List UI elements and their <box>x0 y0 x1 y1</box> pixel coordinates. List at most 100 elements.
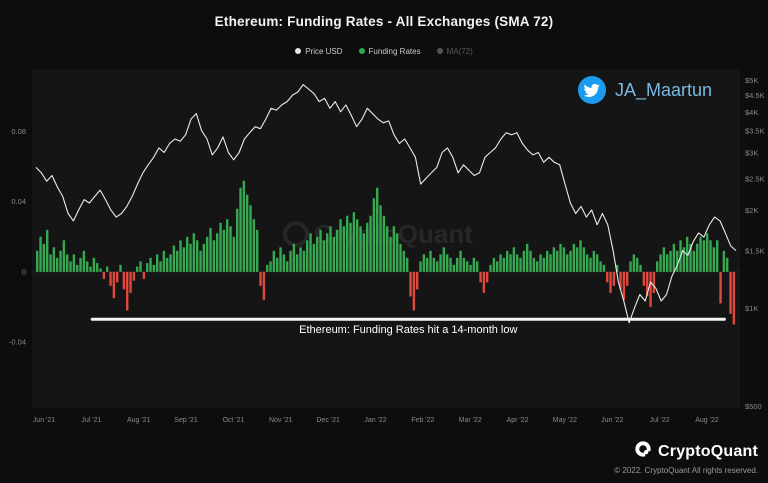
funding-bar <box>139 261 142 272</box>
legend-item-ma-72-[interactable]: MA(72) <box>436 47 473 56</box>
funding-bar <box>46 229 49 272</box>
funding-bar <box>326 233 329 272</box>
funding-bar <box>346 215 349 272</box>
funding-bar <box>642 271 646 286</box>
funding-bar <box>692 250 696 272</box>
funding-bar <box>459 250 462 272</box>
funding-bar <box>152 264 156 272</box>
funding-bar <box>416 271 419 290</box>
funding-bar <box>89 266 92 272</box>
funding-bar <box>576 247 579 272</box>
x-axis-tick: Jun '21 <box>33 417 55 424</box>
left-axis-tick: 0.08 <box>11 127 26 136</box>
funding-bar <box>319 229 322 272</box>
funding-bar <box>212 240 216 272</box>
funding-bar <box>339 219 342 272</box>
funding-bar <box>659 254 662 272</box>
funding-bar <box>406 257 409 272</box>
funding-bar <box>242 180 246 272</box>
funding-bar <box>379 205 382 272</box>
funding-bar <box>162 250 166 272</box>
funding-bar <box>252 219 256 272</box>
funding-bar <box>116 271 119 283</box>
funding-bar <box>382 215 386 272</box>
funding-bar <box>186 236 189 272</box>
twitter-badge[interactable]: JA_Maartun <box>577 76 712 104</box>
price-line <box>35 84 737 324</box>
funding-bar <box>446 254 449 272</box>
funding-bar <box>229 226 232 272</box>
funding-bar <box>296 254 299 272</box>
funding-bar <box>512 247 516 272</box>
funding-bar <box>39 236 42 272</box>
chart-area[interactable]: CryptoQuant Ethereum: Funding Rates hit a… <box>0 64 768 446</box>
funding-bar <box>602 264 606 272</box>
funding-bar <box>616 264 619 272</box>
funding-bar <box>429 250 432 272</box>
funding-bar <box>666 254 669 272</box>
funding-bar <box>696 243 699 272</box>
funding-rate-bars <box>36 180 736 325</box>
funding-bar <box>196 240 199 272</box>
legend-item-price-usd[interactable]: Price USD <box>295 47 343 56</box>
funding-bar <box>439 254 442 272</box>
funding-bar <box>352 212 356 272</box>
funding-bar <box>236 208 239 272</box>
funding-bar <box>456 257 459 272</box>
funding-bar <box>472 257 476 272</box>
funding-bar <box>402 250 406 272</box>
funding-bar <box>299 247 302 272</box>
funding-bar <box>259 271 262 286</box>
right-axis-tick: $1.5K <box>745 247 765 256</box>
funding-bar <box>452 264 456 272</box>
chart-title: Ethereum: Funding Rates - All Exchanges … <box>214 14 554 29</box>
funding-bar <box>596 254 599 272</box>
funding-bar <box>126 271 129 311</box>
funding-bar <box>292 243 296 272</box>
funding-bar <box>316 236 319 272</box>
funding-bar <box>719 271 722 304</box>
funding-bar <box>412 271 416 311</box>
right-axis-tick: $3K <box>745 149 758 158</box>
funding-bar <box>419 261 422 272</box>
funding-bar <box>272 250 276 272</box>
funding-bar <box>59 250 62 272</box>
right-axis-tick: $5K <box>745 76 758 85</box>
funding-bar <box>726 257 729 272</box>
legend-dot-icon <box>436 48 443 54</box>
funding-bar <box>56 257 59 272</box>
funding-bar <box>632 254 636 272</box>
funding-bar <box>149 257 152 272</box>
funding-bar <box>106 266 109 272</box>
funding-bar <box>639 264 642 272</box>
funding-bar <box>662 247 666 272</box>
funding-bar <box>226 219 229 272</box>
funding-bar <box>69 261 72 272</box>
x-axis-tick: Apr '22 <box>507 417 529 424</box>
funding-bar <box>199 250 202 272</box>
funding-bar <box>359 226 362 272</box>
funding-bar <box>386 226 389 272</box>
funding-bar <box>599 261 602 272</box>
footer-brand: CryptoQuant <box>614 440 758 463</box>
x-axis-tick: Jul '22 <box>650 417 670 424</box>
funding-bar <box>516 254 519 272</box>
watermark-logo-icon <box>283 221 309 247</box>
funding-bar <box>96 263 99 272</box>
funding-bar <box>656 261 659 272</box>
funding-bar <box>609 271 612 293</box>
x-axis-tick: Mar '22 <box>459 417 482 424</box>
cryptoquant-logo-icon <box>634 440 652 463</box>
right-axis-labels: $5K $4.5K $4K $3.5K $3K $2.5K $2K $1.5K $1K $500 <box>745 76 765 411</box>
funding-bar <box>342 226 346 272</box>
funding-bar <box>392 226 396 272</box>
legend-item-funding-rates[interactable]: Funding Rates <box>358 47 421 56</box>
funding-bar <box>202 243 206 272</box>
funding-bar <box>192 233 196 272</box>
funding-bar <box>539 254 542 272</box>
funding-bar <box>682 247 686 272</box>
funding-bar <box>716 240 719 272</box>
x-axis-labels: Jun '21 Jul '21 Aug '21 Sep '21 Oct '21 Nov '… <box>33 417 719 424</box>
funding-bar <box>349 222 352 272</box>
